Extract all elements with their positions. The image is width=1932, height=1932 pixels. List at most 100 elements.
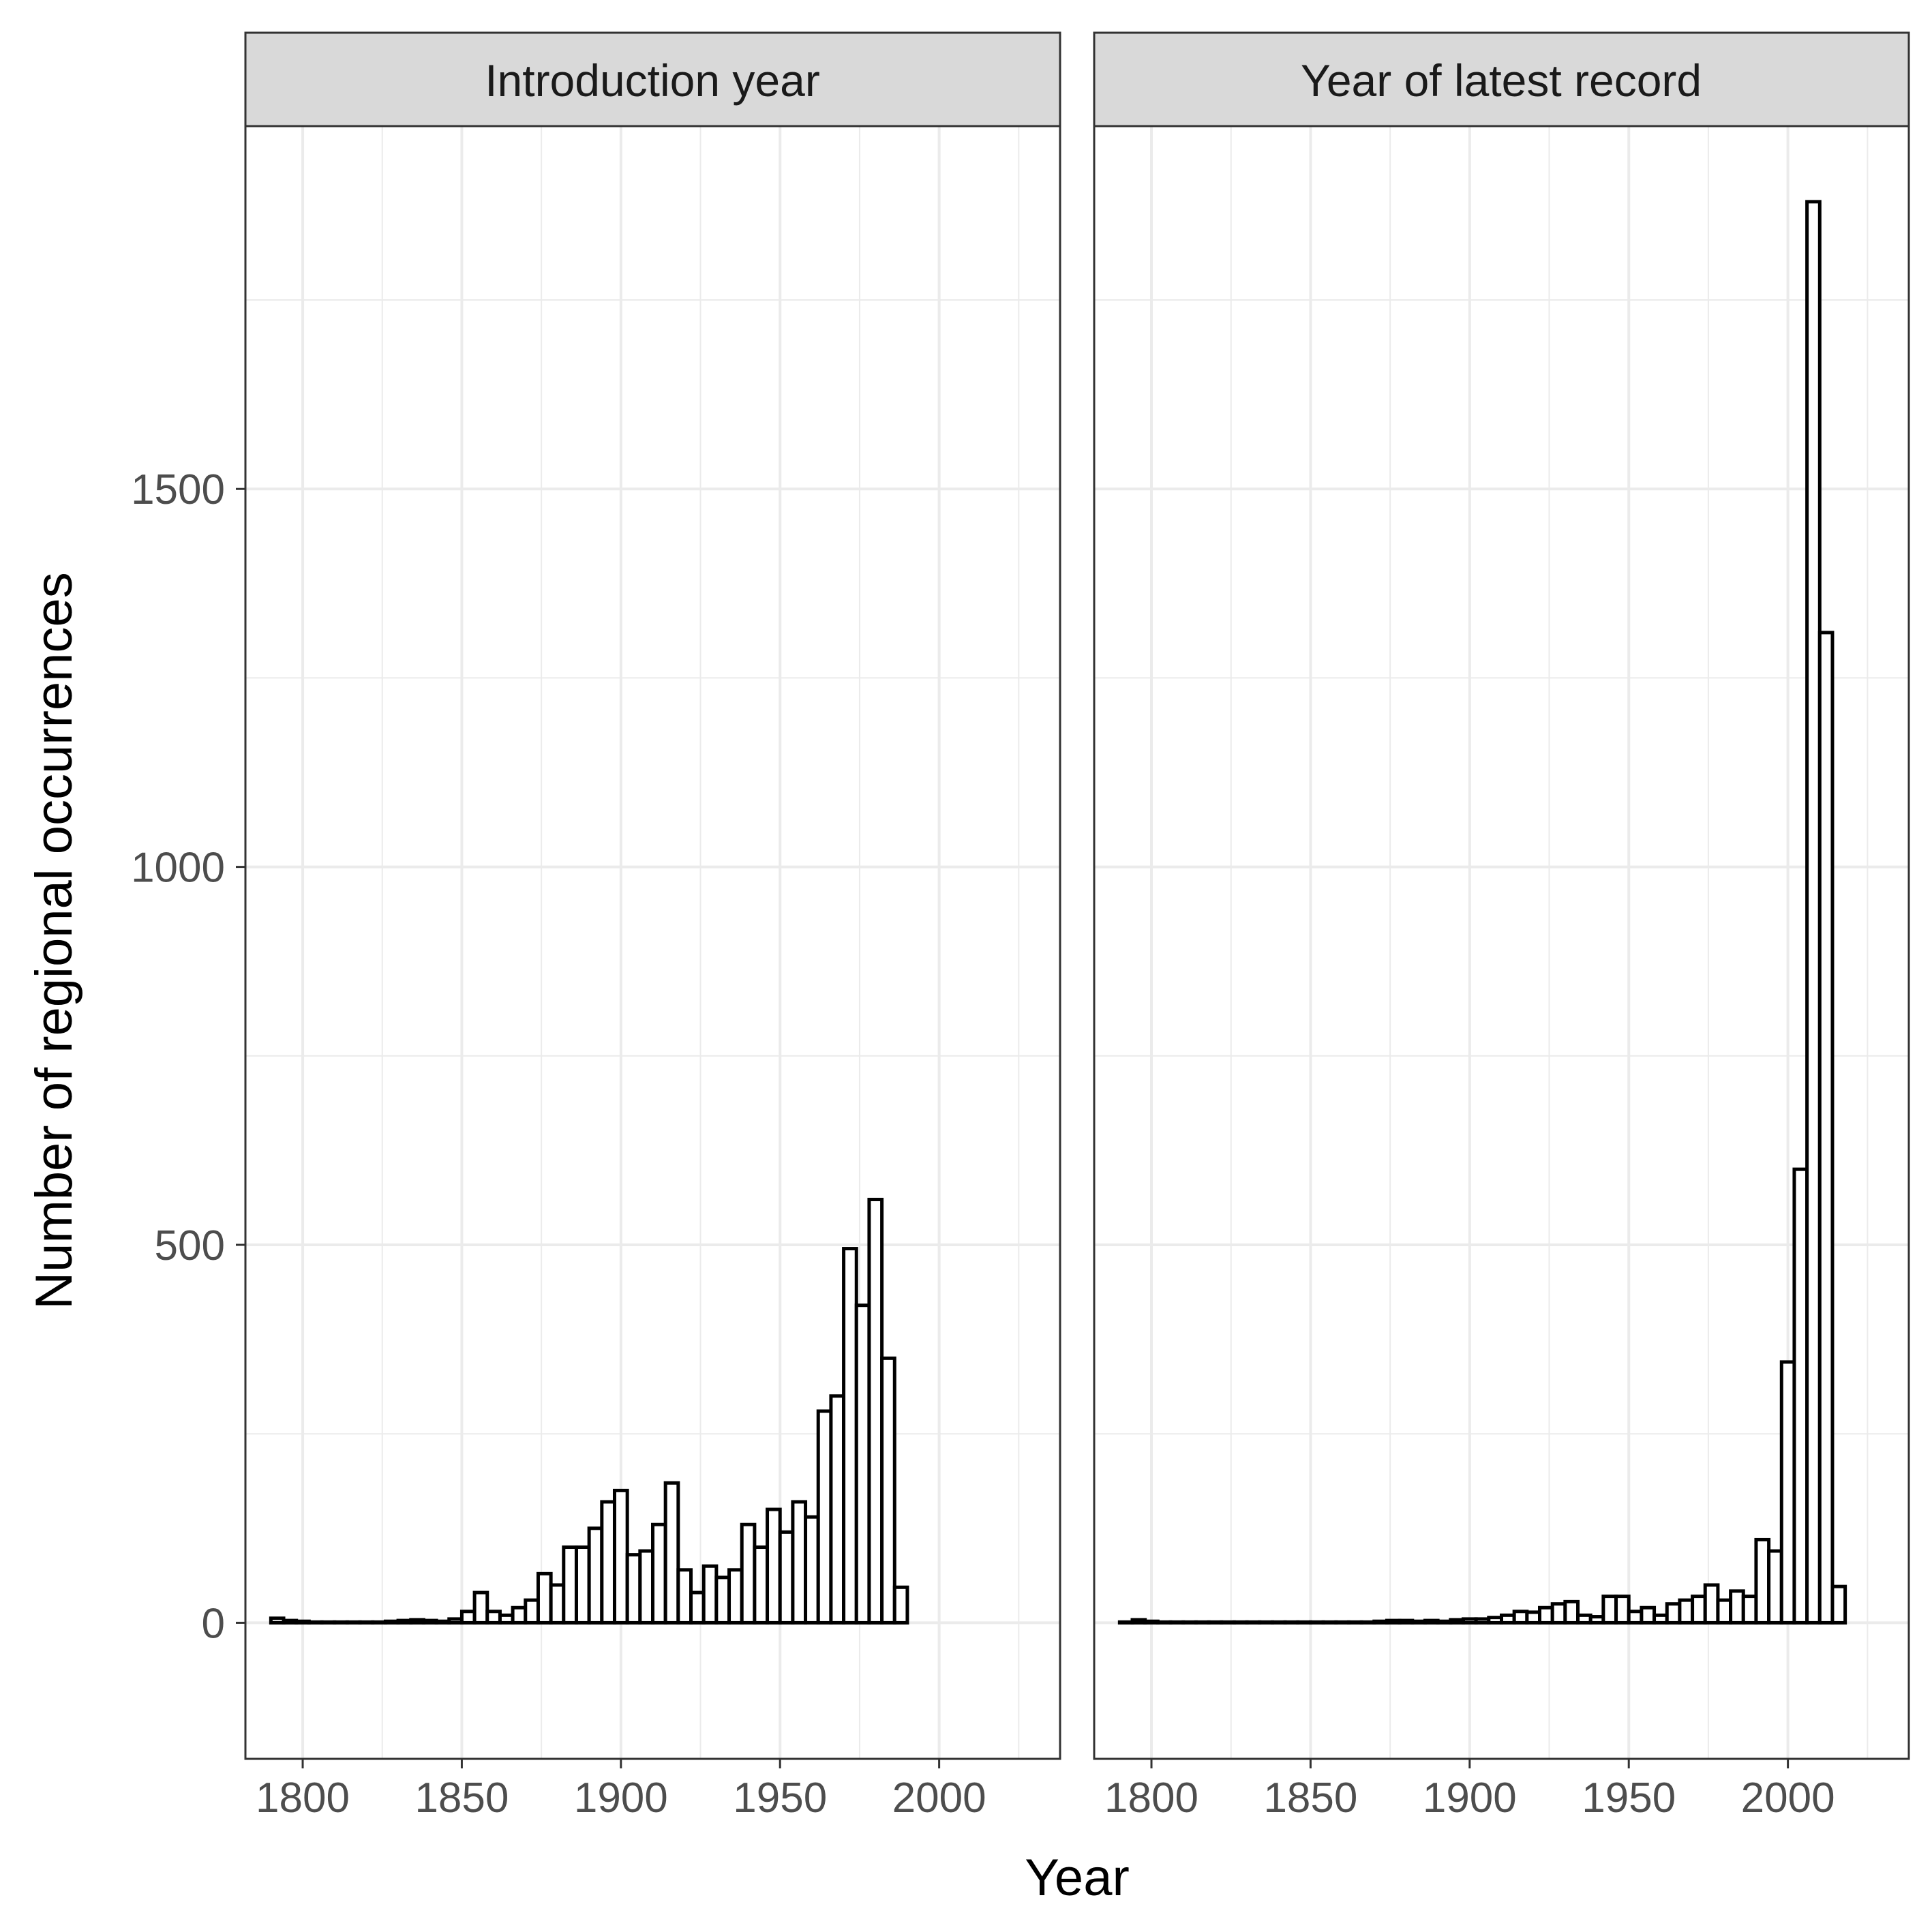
histogram-bar — [396, 1618, 413, 1625]
histogram-bar — [549, 1583, 566, 1625]
histogram-bar — [714, 1575, 731, 1625]
histogram-bar — [1678, 1598, 1695, 1625]
histogram-bar — [1767, 1549, 1783, 1625]
y-tick-label: 1500 — [131, 466, 225, 513]
histogram-bar — [1614, 1595, 1631, 1625]
x-tick-label: 1800 — [256, 1775, 350, 1822]
histogram-bar — [447, 1617, 464, 1625]
histogram-bar — [1588, 1615, 1605, 1625]
histogram-bar — [676, 1568, 693, 1625]
histogram-bar — [740, 1522, 757, 1625]
histogram-bar — [1627, 1610, 1644, 1625]
histogram-bar — [1652, 1613, 1669, 1625]
histogram-bar — [574, 1545, 591, 1625]
histogram-bar — [1550, 1602, 1567, 1625]
histogram-bar — [600, 1500, 616, 1625]
histogram-bar — [562, 1545, 578, 1625]
histogram-bar — [867, 1197, 884, 1625]
histogram-bar — [1805, 200, 1822, 1625]
histogram-bar — [1691, 1595, 1707, 1625]
x-tick-label: 2000 — [1741, 1775, 1835, 1822]
histogram-bar — [766, 1507, 782, 1625]
histogram-bar — [1779, 1360, 1796, 1625]
histogram-bar — [1385, 1618, 1402, 1625]
histogram-bar — [612, 1488, 629, 1625]
histogram-bar — [1512, 1610, 1529, 1625]
x-tick-label: 1850 — [414, 1775, 509, 1822]
histogram-bar — [1423, 1618, 1440, 1625]
y-axis-title: Number of regional occurrences — [25, 572, 83, 1309]
histogram-bar — [1601, 1595, 1618, 1625]
y-tick-label: 1000 — [131, 845, 225, 892]
histogram-bar — [472, 1590, 489, 1625]
histogram-bar — [1538, 1605, 1554, 1625]
histogram-bar — [587, 1526, 604, 1625]
x-axis-title: Year — [1025, 1849, 1130, 1907]
x-axis-ticks: 1800 1850 1900 1950 2000 — [256, 1759, 986, 1822]
histogram-bar — [791, 1500, 808, 1625]
panel-year-of-latest-record: Year of latest record 1800 1850 1900 1950 20… — [1093, 31, 1910, 1822]
histogram-bar — [1500, 1613, 1516, 1625]
histogram-bar — [434, 1619, 451, 1625]
panel-grid — [245, 126, 1060, 1759]
y-tick-label: 500 — [155, 1222, 225, 1269]
histogram-bar — [409, 1618, 425, 1625]
histogram-bar — [383, 1619, 400, 1625]
x-tick-label: 1900 — [1423, 1775, 1517, 1822]
histogram-bar — [1576, 1613, 1593, 1625]
histogram-bar — [269, 1616, 286, 1625]
histogram-bar — [1817, 631, 1835, 1625]
histogram-bar — [1487, 1616, 1503, 1625]
histogram-bar — [1741, 1595, 1758, 1625]
histogram-bar — [1716, 1598, 1733, 1625]
histogram-bar — [1410, 1619, 1427, 1625]
histogram-bar — [880, 1356, 896, 1625]
histogram-bar — [892, 1585, 909, 1625]
histogram-bar — [778, 1530, 795, 1625]
x-tick-label: 1950 — [733, 1775, 827, 1822]
histogram-bar — [854, 1303, 871, 1625]
panel-introduction-year: Introduction year 1800 1850 1900 1950 2000 — [244, 31, 1061, 1822]
histogram-bar — [1754, 1537, 1771, 1625]
facet-strip — [1093, 31, 1910, 127]
y-axis-ticks: 0 500 1000 1500 — [131, 466, 245, 1647]
histogram-bar — [1130, 1618, 1147, 1625]
histogram-bar — [1372, 1619, 1389, 1625]
histogram-bar — [1461, 1617, 1478, 1625]
histogram-bar — [727, 1568, 744, 1625]
histogram-bar — [842, 1247, 858, 1625]
histogram-bar — [459, 1610, 477, 1625]
histogram-bar — [524, 1598, 540, 1625]
x-tick-label: 1850 — [1263, 1775, 1357, 1822]
histogram-bar — [638, 1549, 654, 1625]
histogram-bar — [1474, 1617, 1491, 1625]
facet-strip-label: Introduction year — [485, 55, 820, 106]
histogram-bar — [536, 1571, 553, 1625]
histogram-bar — [1398, 1618, 1415, 1625]
x-tick-label: 2000 — [892, 1775, 986, 1822]
histogram-bar — [295, 1619, 311, 1625]
histogram-bar — [282, 1618, 299, 1625]
histogram-bar — [816, 1409, 833, 1625]
x-tick-label: 1800 — [1104, 1775, 1198, 1822]
histogram-bar — [421, 1618, 438, 1625]
histogram-bar — [625, 1553, 642, 1625]
histogram-bar — [1436, 1619, 1453, 1625]
histogram-bar — [485, 1610, 502, 1625]
x-tick-label: 1900 — [574, 1775, 668, 1822]
histogram-bar — [701, 1564, 719, 1625]
histogram-bars — [269, 1197, 909, 1625]
histogram-bars — [1117, 200, 1847, 1625]
histogram-bar — [1525, 1610, 1542, 1625]
histogram-bar — [829, 1394, 846, 1625]
histogram-bar — [1640, 1605, 1657, 1625]
histogram-bar — [663, 1481, 680, 1625]
x-axis-ticks: 1800 1850 1900 1950 2000 — [1104, 1759, 1835, 1822]
histogram-bar — [511, 1605, 528, 1625]
histogram-bar — [498, 1613, 515, 1625]
histogram-bar — [1665, 1602, 1682, 1625]
histogram-bar — [1143, 1619, 1160, 1625]
histogram-bar — [1792, 1167, 1809, 1625]
